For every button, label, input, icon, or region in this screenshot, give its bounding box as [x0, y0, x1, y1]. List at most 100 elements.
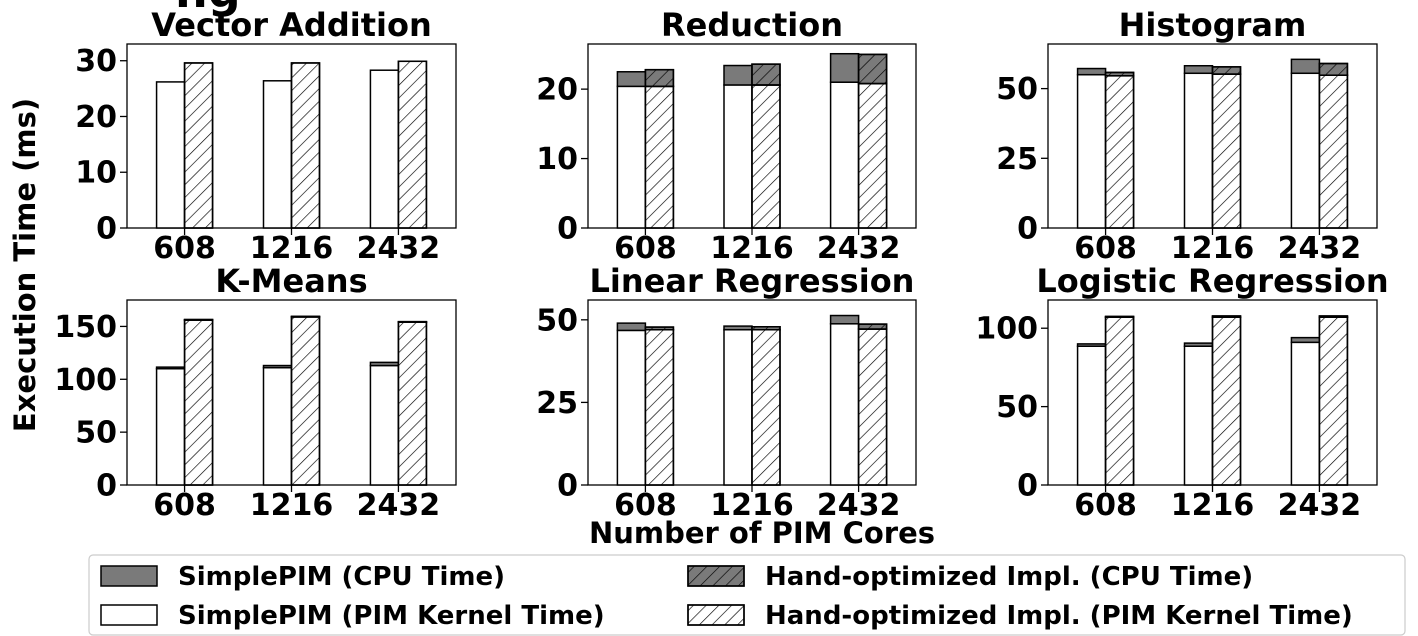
bar-hand-cpu-hatch: [1104, 71, 1135, 77]
bar-hand-cpu-hatch: [857, 53, 888, 85]
bar-hand-kernel-hatch: [1211, 316, 1242, 486]
bar-hand-cpu-hatch: [644, 326, 675, 331]
bar-hand-kernel-hatch: [1104, 316, 1135, 486]
legend-swatch: [100, 565, 158, 587]
bar-hand-cpu-hatch: [1104, 315, 1135, 318]
y-tick-label: 50: [536, 303, 578, 338]
bar-hand-cpu-hatch: [857, 323, 888, 330]
bar-simplepim-kernel: [1076, 345, 1107, 486]
y-tick-label: 30: [75, 44, 117, 79]
bar-hand-kernel-hatch: [1318, 74, 1349, 229]
panel-vector-addition: Vector Addition 0 10 20 30 608 1216 2432: [75, 6, 457, 266]
bar-hand-kernel-hatch: [644, 328, 675, 486]
bar-hand-cpu-hatch: [751, 63, 781, 86]
x-tick-label: 608: [1074, 231, 1137, 266]
panel-title-logistic-regression: Logistic Regression: [1036, 262, 1388, 300]
y-tick-label: 20: [536, 73, 578, 108]
x-tick-label: 1216: [250, 488, 334, 523]
y-tick-label: 50: [996, 390, 1038, 425]
bar-simplepim-kernel: [829, 81, 860, 229]
y-tick-label: 25: [996, 142, 1038, 177]
y-tick-label: 0: [96, 212, 117, 247]
y-tick-label: 100: [975, 312, 1038, 347]
bar-simplepim-cpu: [1183, 342, 1214, 348]
bar-hand-kernel-hatch: [644, 85, 675, 229]
panel-linear-regression: Linear Regression 0 25 50 608 1216 2432: [536, 262, 917, 523]
bar-hand-cpu-hatch: [644, 68, 675, 88]
bar-hand-kernel-hatch: [397, 60, 428, 229]
y-tick-label: 50: [996, 72, 1038, 107]
bar-hand-cpu-hatch: [397, 320, 428, 323]
bar-hand-kernel-hatch: [290, 316, 321, 486]
legend-swatch-hatch: [687, 604, 745, 626]
bar-simplepim-kernel: [723, 84, 753, 229]
bar-hand-kernel-hatch: [1318, 316, 1349, 486]
bar-hand-kernel-hatch: [290, 62, 321, 229]
bar-simplepim-cpu: [369, 361, 400, 367]
bar-simplepim-kernel: [369, 69, 400, 229]
bar-hand-kernel-hatch: [1104, 75, 1135, 229]
legend-frame: [88, 554, 1406, 636]
legend-swatch: [100, 604, 158, 626]
bar-hand-kernel-hatch: [751, 84, 781, 229]
clipped-top-text: ng: [175, 0, 241, 18]
panel-k-means: K-Means 0 50 100 150 608 1216 2432: [54, 262, 457, 523]
legend: SimplePIM (CPU Time) Hand-optimized Impl.…: [88, 554, 1406, 636]
x-axis-label: Number of PIM Cores: [589, 516, 935, 550]
x-tick-label: 1216: [710, 488, 794, 523]
y-tick-label: 10: [536, 142, 578, 177]
y-tick-label: 10: [75, 156, 117, 191]
legend-item-hand-optimized-impl-pim-kernel-time: Hand-optimized Impl. (PIM Kernel Time): [687, 601, 1353, 631]
x-tick-label: 2432: [817, 231, 901, 266]
bar-hand-cpu-hatch: [1211, 315, 1242, 318]
bar-simplepim-kernel: [616, 329, 647, 486]
panel-reduction: Reduction 0 10 20 608 1216 2432: [536, 6, 917, 266]
bar-simplepim-kernel: [369, 364, 400, 486]
bar-simplepim-cpu: [829, 314, 860, 325]
x-tick-label: 2432: [357, 488, 441, 523]
x-tick-label: 1216: [1171, 488, 1255, 523]
x-tick-label: 608: [614, 488, 677, 523]
x-tick-label: 1216: [250, 231, 334, 266]
bar-simplepim-kernel: [262, 80, 293, 229]
bar-simplepim-cpu: [155, 366, 186, 370]
bar-simplepim-cpu: [262, 364, 293, 369]
bar-simplepim-cpu: [1290, 58, 1321, 75]
bar-hand-cpu-hatch: [1318, 62, 1349, 76]
y-tick-label: 150: [54, 310, 117, 345]
legend-item-simplepim-pim-kernel-time: SimplePIM (PIM Kernel Time): [100, 601, 605, 631]
bar-simplepim-cpu: [616, 71, 647, 88]
bar-simplepim-kernel: [1290, 341, 1321, 486]
bar-simplepim-kernel: [616, 85, 647, 229]
bar-hand-cpu-hatch: [1318, 315, 1349, 318]
bar-simplepim-kernel: [1183, 72, 1214, 229]
bar-simplepim-cpu: [723, 325, 753, 331]
bar-hand-cpu-hatch: [751, 326, 781, 331]
bar-hand-kernel-hatch: [183, 319, 214, 486]
bar-simplepim-kernel: [155, 367, 186, 486]
bar-simplepim-kernel: [155, 81, 186, 229]
bar-hand-kernel-hatch: [397, 321, 428, 486]
panel-histogram: Histogram 0 25 50 608 1216 2432: [996, 6, 1378, 266]
y-tick-label: 20: [75, 100, 117, 135]
bar-simplepim-cpu: [723, 64, 753, 86]
legend-label: SimplePIM (PIM Kernel Time): [178, 601, 605, 631]
legend-label: Hand-optimized Impl. (CPU Time): [765, 562, 1253, 592]
legend-swatch-hatch: [687, 565, 745, 587]
y-tick-label: 25: [536, 386, 578, 421]
bar-simplepim-kernel: [1183, 345, 1214, 486]
panel-title-vector-addition: Vector Addition: [151, 6, 431, 44]
bar-simplepim-cpu: [1183, 64, 1214, 75]
bar-hand-cpu-hatch: [1211, 66, 1242, 75]
y-tick-label: 0: [96, 469, 117, 504]
x-tick-label: 1216: [710, 231, 794, 266]
y-axis-label: Execution Time (ms): [8, 98, 42, 432]
y-tick-label: 0: [557, 469, 578, 504]
y-tick-label: 0: [1017, 469, 1038, 504]
panel-title-reduction: Reduction: [661, 6, 843, 44]
bar-hand-kernel-hatch: [751, 328, 781, 486]
legend-item-hand-optimized-impl-cpu-time: Hand-optimized Impl. (CPU Time): [687, 562, 1253, 592]
bar-hand-kernel-hatch: [857, 328, 888, 486]
bar-hand-kernel-hatch: [1211, 73, 1242, 229]
legend-item-simplepim-cpu-time: SimplePIM (CPU Time): [100, 562, 505, 592]
